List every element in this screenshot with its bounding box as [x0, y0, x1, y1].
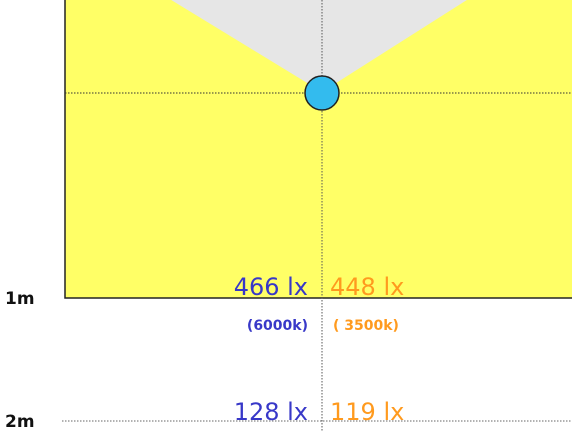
distance-label: 1m — [5, 289, 35, 309]
lamp — [304, 75, 340, 111]
distance-label: 2m — [5, 412, 35, 431]
cool-temp: (6000k) — [247, 318, 308, 334]
shadow-cone — [171, 0, 467, 92]
cool-lux: 128 lx — [234, 398, 308, 426]
warm-lux: 448 lx — [330, 273, 404, 301]
cool-lux: 466 lx — [234, 273, 308, 301]
warm-temp: ( 3500k) — [333, 318, 399, 334]
warm-lux: 119 lx — [330, 398, 404, 426]
